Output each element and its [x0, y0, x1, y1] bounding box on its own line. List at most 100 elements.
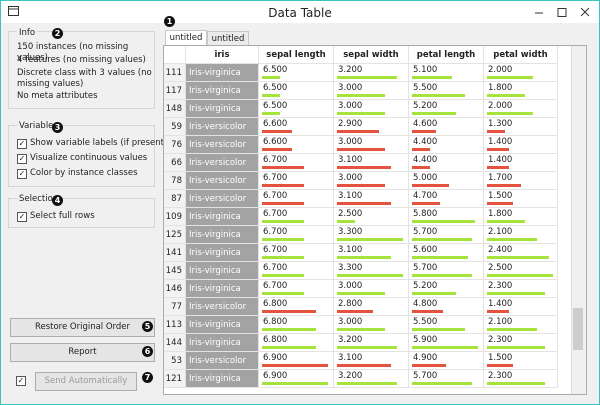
checkbox[interactable]: ✓	[17, 139, 27, 149]
value-bar	[337, 130, 379, 133]
value-cell: 6.700	[259, 244, 334, 262]
value-bar	[337, 274, 403, 277]
value-bar	[337, 292, 385, 295]
value-bar	[337, 148, 385, 151]
value-cell: 2.500	[334, 208, 409, 226]
value-cell: 3.000	[334, 280, 409, 298]
variables-title: Variables	[17, 121, 60, 131]
window-controls[interactable]	[533, 7, 593, 19]
class-cell: Iris-virginica	[186, 64, 259, 82]
value-bar	[487, 220, 525, 223]
value-cell: 2.800	[334, 298, 409, 316]
class-cell: Iris-virginica	[186, 262, 259, 280]
checkbox[interactable]: ✓	[17, 212, 27, 222]
value-cell: 1.700	[484, 172, 558, 190]
checkbox[interactable]: ✓	[17, 154, 27, 164]
value-bar	[412, 256, 469, 259]
value-bar	[487, 346, 545, 349]
value-bar	[487, 94, 525, 97]
row-id: 113	[164, 316, 186, 334]
value-bar	[262, 76, 280, 79]
badge: 4	[52, 195, 63, 206]
row-id: 121	[164, 370, 186, 388]
value-bar	[412, 346, 478, 349]
value-bar	[412, 328, 466, 331]
badge: 1	[164, 16, 175, 27]
value-cell: 2.300	[484, 334, 558, 352]
row-id: 125	[164, 226, 186, 244]
row-id: 148	[164, 100, 186, 118]
value-bar	[262, 94, 280, 97]
class-cell: Iris-virginica	[186, 370, 259, 388]
row-id: 59	[164, 118, 186, 136]
row-id: 145	[164, 262, 186, 280]
value-cell: 5.700	[409, 262, 484, 280]
row-id: 77	[164, 298, 186, 316]
value-cell: 3.200	[334, 334, 409, 352]
value-cell: 5.500	[409, 82, 484, 100]
value-cell: 2.300	[484, 370, 558, 388]
value-bar	[337, 382, 397, 385]
value-cell: 6.500	[259, 100, 334, 118]
value-bar	[487, 274, 553, 277]
value-bar	[262, 274, 304, 277]
value-cell: 4.400	[409, 154, 484, 172]
value-cell: 2.100	[484, 316, 558, 334]
info-line: Discrete class with 3 values (no missing…	[17, 68, 152, 89]
value-bar	[412, 166, 430, 169]
column-header: petal width	[484, 46, 558, 64]
value-cell: 6.800	[259, 316, 334, 334]
class-cell: Iris-versicolor	[186, 172, 259, 190]
value-bar	[337, 76, 397, 79]
value-bar	[412, 238, 472, 241]
value-cell: 2.000	[484, 64, 558, 82]
report-button[interactable]: Report	[10, 343, 155, 362]
value-cell: 6.500	[259, 64, 334, 82]
row-id: 111	[164, 64, 186, 82]
value-cell: 6.700	[259, 154, 334, 172]
value-cell: 6.700	[259, 208, 334, 226]
row-id: 144	[164, 334, 186, 352]
badge: 2	[52, 28, 63, 39]
value-bar	[337, 328, 385, 331]
class-cell: Iris-virginica	[186, 82, 259, 100]
value-bar	[337, 238, 403, 241]
value-cell: 3.000	[334, 100, 409, 118]
class-cell: Iris-versicolor	[186, 352, 259, 370]
tab[interactable]: untitled	[207, 31, 249, 45]
value-bar	[412, 184, 450, 187]
value-bar	[262, 112, 280, 115]
value-bar	[412, 382, 472, 385]
row-id: 66	[164, 154, 186, 172]
checkbox[interactable]: ✓	[17, 169, 27, 179]
value-bar	[262, 310, 316, 313]
value-cell: 3.100	[334, 154, 409, 172]
row-id: 76	[164, 136, 186, 154]
value-cell: 3.300	[334, 262, 409, 280]
value-bar	[487, 130, 505, 133]
restore-button[interactable]: Restore Original Order	[10, 318, 155, 337]
tab[interactable]: untitled	[165, 30, 207, 45]
column-header: sepal length	[259, 46, 334, 64]
value-cell: 6.900	[259, 352, 334, 370]
value-bar	[262, 346, 316, 349]
value-bar	[337, 310, 373, 313]
value-cell: 4.400	[409, 136, 484, 154]
checkbox[interactable]: ✓	[16, 376, 26, 386]
value-cell: 4.700	[409, 190, 484, 208]
row-id: 117	[164, 82, 186, 100]
info-line: 4 features (no missing values)	[17, 55, 146, 65]
value-bar	[487, 238, 537, 241]
value-cell: 3.300	[334, 226, 409, 244]
value-cell: 1.500	[484, 190, 558, 208]
value-cell: 3.100	[334, 244, 409, 262]
value-cell: 1.800	[484, 82, 558, 100]
scrollbar	[571, 46, 586, 394]
badge: 3	[52, 122, 63, 133]
value-bar	[487, 166, 509, 169]
value-cell: 6.600	[259, 118, 334, 136]
value-cell: 5.700	[409, 226, 484, 244]
value-cell: 5.600	[409, 244, 484, 262]
